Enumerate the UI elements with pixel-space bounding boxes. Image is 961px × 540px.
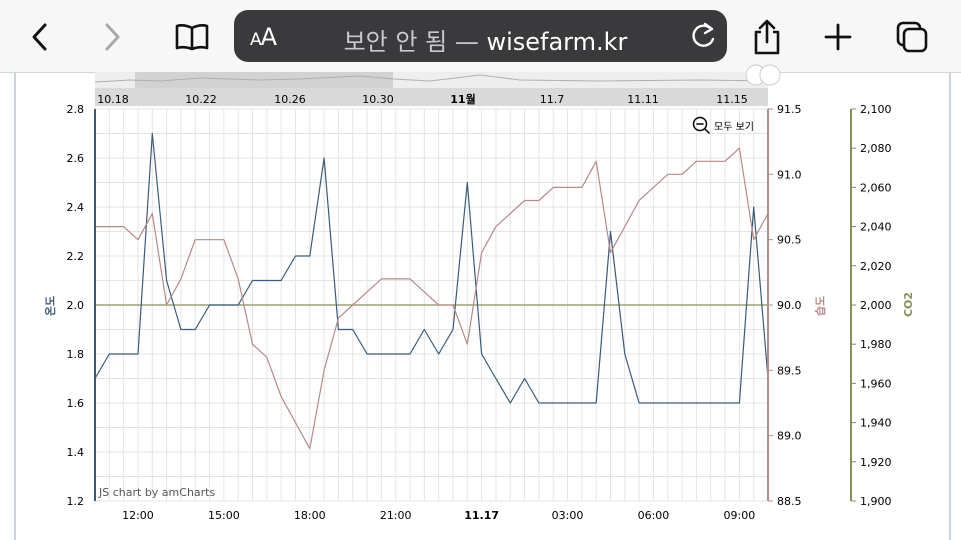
security-status: 보안 안 됨 [343,28,448,56]
new-tab-button[interactable] [816,14,860,60]
left-tick-label: 2.6 [67,152,85,165]
chart-credit[interactable]: JS chart by amCharts [99,486,216,499]
left-tick-label: 1.6 [67,397,85,410]
tabs-button[interactable] [890,14,934,60]
show-all-label: 모두 보기 [714,121,754,133]
scrollbar-dates: 10.18 10.22 10.26 10.30 11월 11.7 11.11 11.15 [97,92,748,106]
co2-tick-label: 2,040 [860,221,892,234]
url-separator: — [454,28,479,56]
text-size-icon[interactable]: AA [250,23,277,51]
show-all-button[interactable]: 모두 보기 [692,115,754,135]
right-tick-label: 90.0 [777,299,802,312]
bookmarks-button[interactable] [170,14,214,60]
co2-tick-label: 1,900 [860,495,892,508]
scrollbar-date-label: 11.11 [627,93,659,106]
forward-chevron-icon [105,23,120,51]
share-icon [754,19,780,55]
right-tick-label: 88.5 [777,495,802,508]
tabs-icon [896,21,928,53]
scrollbar-date-label: 10.26 [274,93,306,106]
back-chevron-icon [32,23,47,51]
scrollbar-date-label: 11.15 [716,93,748,106]
right-tick-label: 91.0 [777,168,802,181]
browser-toolbar: AA 보안 안 됨 — wisefarm.kr [0,0,961,73]
scrollbar-date-label: 10.22 [185,93,217,106]
right-tick-label: 90.5 [777,234,802,247]
humidity-series [95,147,769,450]
scrollbar-date-label: 10.18 [97,93,129,106]
co2-tick-label: 2,100 [860,103,892,116]
x-tick-label: 18:00 [294,509,326,522]
left-axis-title: 온도 [44,295,58,317]
left-tick-label: 2.4 [67,201,85,214]
left-tick-label: 1.4 [67,446,85,459]
left-tick-label: 1.8 [67,348,85,361]
left-tick-label: 2.8 [67,103,85,116]
reload-button[interactable] [689,21,717,56]
x-tick-label: 09:00 [724,509,756,522]
zoom-out-icon [692,116,710,134]
left-tick-label: 2.0 [67,299,85,312]
url-display[interactable]: 보안 안 됨 — wisefarm.kr [294,22,677,57]
scrollbar-preview-trace [94,74,769,83]
x-tick-label: 15:00 [208,509,240,522]
left-tick-label: 2.2 [67,250,85,263]
co2-tick-label: 2,020 [860,260,892,273]
scrollbar-grip-right[interactable] [759,64,781,86]
forward-button[interactable] [90,14,134,60]
x-tick-label: 11.17 [464,509,499,522]
share-button[interactable] [745,14,789,60]
address-bar[interactable]: AA 보안 안 됨 — wisefarm.kr [234,10,727,62]
co2-tick-label: 1,940 [860,417,892,430]
x-tick-label: 21:00 [380,509,412,522]
plus-icon [824,23,852,51]
reload-icon [692,22,715,47]
scrollbar-date-band [95,88,768,106]
scrollbar-preview [94,72,769,88]
co2-tick-label: 1,960 [860,377,892,390]
scrollbar-date-label: 10.30 [362,93,394,106]
right-tick-label: 89.5 [777,364,802,377]
right-tick-label: 89.0 [777,430,802,443]
right-tick-label: 91.5 [777,103,802,116]
right-axis-title: 습도 [814,295,828,317]
co2-tick-label: 1,920 [860,456,892,469]
scrollbar-date-label: 11.7 [540,93,565,106]
back-button[interactable] [18,14,62,60]
scrollbar-date-label: 11월 [450,92,475,106]
co2-axis-title: CO2 [902,291,916,318]
co2-tick-label: 2,000 [860,299,892,312]
left-tick-label: 1.2 [67,495,85,508]
book-icon [175,24,209,51]
co2-tick-label: 1,980 [860,338,892,351]
x-tick-label: 03:00 [552,509,584,522]
series-group [94,132,769,450]
url-host: wisefarm.kr [486,28,628,56]
x-tick-label: 12:00 [122,509,154,522]
co2-tick-label: 2,060 [860,181,892,194]
temperature-series [94,132,769,404]
x-tick-label: 06:00 [638,509,670,522]
page-frame [14,72,951,540]
axis-ticks: 12:00 15:00 18:00 21:00 11.17 03:00 06:00 09:00… [67,103,892,522]
co2-tick-label: 2,080 [860,142,892,155]
